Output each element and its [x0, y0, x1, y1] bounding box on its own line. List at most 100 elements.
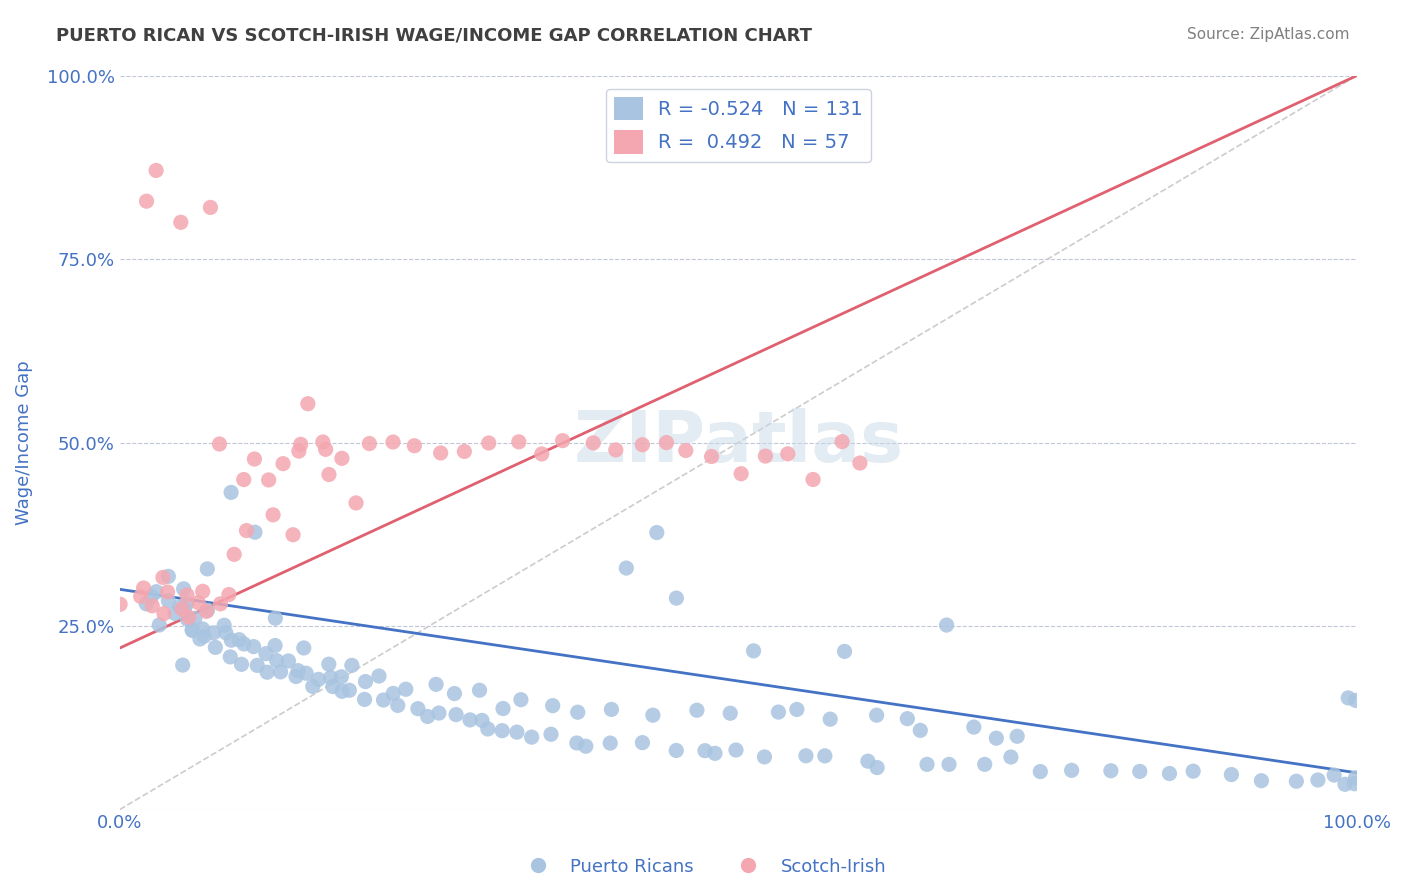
Point: [631, 736, 654, 750]
Point: [641, 708, 664, 723]
Point: [264, 611, 287, 625]
Point: [1099, 764, 1122, 778]
Point: [395, 682, 418, 697]
Point: [176, 612, 198, 626]
Point: [307, 673, 329, 687]
Y-axis label: Wage/Income Gap: Wage/Income Gap: [15, 360, 32, 524]
Legend: R = -0.524   N = 131, R =  0.492   N = 57: R = -0.524 N = 131, R = 0.492 N = 57: [606, 89, 870, 161]
Point: [540, 727, 562, 741]
Point: [831, 434, 853, 449]
Point: [243, 452, 266, 467]
Point: [340, 658, 363, 673]
Point: [520, 730, 543, 744]
Text: ZIPatlas: ZIPatlas: [574, 408, 904, 477]
Point: [834, 644, 856, 658]
Point: [1060, 764, 1083, 778]
Point: [567, 705, 589, 719]
Point: [1159, 766, 1181, 780]
Point: [187, 596, 209, 610]
Point: [297, 397, 319, 411]
Point: [491, 723, 513, 738]
Point: [322, 680, 344, 694]
Point: [108, 597, 131, 611]
Point: [246, 658, 269, 673]
Point: [200, 201, 222, 215]
Text: Source: ZipAtlas.com: Source: ZipAtlas.com: [1187, 27, 1350, 42]
Point: [277, 654, 299, 668]
Point: [163, 607, 186, 621]
Point: [281, 528, 304, 542]
Point: [1000, 750, 1022, 764]
Point: [693, 744, 716, 758]
Point: [718, 706, 741, 721]
Point: [181, 623, 204, 637]
Point: [814, 748, 837, 763]
Point: [195, 604, 218, 618]
Point: [270, 665, 292, 679]
Point: [458, 713, 481, 727]
Point: [135, 194, 157, 209]
Point: [406, 701, 429, 715]
Point: [477, 722, 499, 736]
Point: [915, 757, 938, 772]
Point: [1029, 764, 1052, 779]
Point: [742, 644, 765, 658]
Point: [191, 622, 214, 636]
Point: [368, 669, 391, 683]
Point: [1337, 690, 1360, 705]
Point: [794, 748, 817, 763]
Point: [704, 747, 727, 761]
Point: [1129, 764, 1152, 779]
Point: [173, 582, 195, 596]
Point: [382, 686, 405, 700]
Point: [145, 163, 167, 178]
Point: [195, 562, 218, 576]
Point: [655, 435, 678, 450]
Point: [330, 684, 353, 698]
Point: [242, 640, 264, 654]
Point: [266, 654, 288, 668]
Point: [184, 611, 207, 625]
Point: [935, 618, 957, 632]
Point: [508, 434, 530, 449]
Point: [224, 547, 246, 561]
Point: [264, 639, 287, 653]
Point: [551, 434, 574, 448]
Point: [896, 712, 918, 726]
Text: PUERTO RICAN VS SCOTCH-IRISH WAGE/INCOME GAP CORRELATION CHART: PUERTO RICAN VS SCOTCH-IRISH WAGE/INCOME…: [56, 27, 813, 45]
Point: [818, 712, 841, 726]
Point: [724, 743, 747, 757]
Point: [599, 736, 621, 750]
Point: [754, 449, 776, 463]
Point: [152, 570, 174, 584]
Point: [1344, 693, 1367, 707]
Point: [135, 597, 157, 611]
Point: [373, 693, 395, 707]
Point: [212, 618, 235, 632]
Point: [271, 457, 294, 471]
Point: [202, 625, 225, 640]
Point: [565, 736, 588, 750]
Point: [575, 739, 598, 754]
Point: [468, 683, 491, 698]
Point: [665, 743, 688, 757]
Point: [614, 561, 637, 575]
Point: [1182, 764, 1205, 779]
Point: [193, 629, 215, 643]
Point: [257, 473, 280, 487]
Point: [416, 709, 439, 723]
Point: [1285, 774, 1308, 789]
Point: [600, 702, 623, 716]
Point: [141, 599, 163, 613]
Point: [973, 757, 995, 772]
Point: [177, 610, 200, 624]
Point: [318, 467, 340, 482]
Point: [228, 632, 250, 647]
Point: [506, 725, 529, 739]
Point: [1334, 777, 1357, 791]
Point: [218, 588, 240, 602]
Point: [292, 640, 315, 655]
Point: [1343, 777, 1365, 791]
Point: [172, 658, 194, 673]
Point: [754, 750, 776, 764]
